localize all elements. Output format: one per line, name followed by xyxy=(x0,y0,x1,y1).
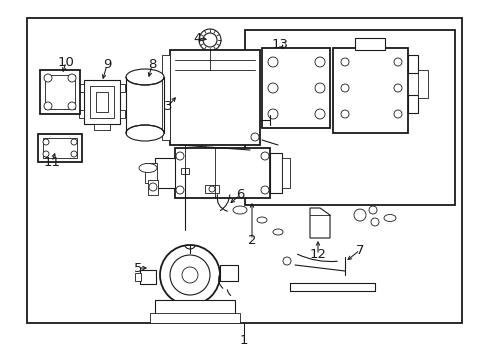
Text: 11: 11 xyxy=(43,156,61,168)
Bar xyxy=(170,50,260,145)
Circle shape xyxy=(43,139,49,145)
Bar xyxy=(244,30,454,205)
Circle shape xyxy=(267,57,278,67)
Circle shape xyxy=(261,186,268,194)
Circle shape xyxy=(267,83,278,93)
Text: 13: 13 xyxy=(271,37,288,50)
Circle shape xyxy=(340,84,348,92)
Bar xyxy=(27,18,461,323)
Bar xyxy=(145,163,157,183)
Circle shape xyxy=(68,74,76,82)
Bar xyxy=(407,95,417,113)
Circle shape xyxy=(267,109,278,119)
Text: 1: 1 xyxy=(239,333,248,346)
Circle shape xyxy=(393,58,401,66)
Circle shape xyxy=(68,102,76,110)
Bar xyxy=(140,270,156,284)
Bar xyxy=(148,180,158,195)
Ellipse shape xyxy=(126,69,163,85)
Ellipse shape xyxy=(232,206,246,214)
Ellipse shape xyxy=(272,229,283,235)
Text: 10: 10 xyxy=(58,55,74,68)
Circle shape xyxy=(199,29,221,51)
Circle shape xyxy=(203,33,217,47)
Circle shape xyxy=(250,133,259,141)
Circle shape xyxy=(71,151,77,157)
Bar xyxy=(262,48,329,128)
Bar xyxy=(43,138,77,158)
Bar xyxy=(155,300,235,318)
Bar xyxy=(162,55,170,140)
Circle shape xyxy=(353,209,365,221)
Text: 2: 2 xyxy=(247,234,256,247)
Circle shape xyxy=(314,83,325,93)
Bar xyxy=(184,145,204,153)
Bar xyxy=(175,148,269,198)
Bar xyxy=(220,265,238,281)
Text: 9: 9 xyxy=(102,58,111,72)
Circle shape xyxy=(340,110,348,118)
Text: 8: 8 xyxy=(147,58,156,72)
Circle shape xyxy=(149,183,157,191)
Circle shape xyxy=(261,152,268,160)
Bar xyxy=(84,80,120,124)
Text: 3: 3 xyxy=(163,99,172,112)
Circle shape xyxy=(160,245,220,305)
Circle shape xyxy=(71,139,77,145)
Bar xyxy=(40,70,80,114)
Bar xyxy=(155,158,175,188)
Circle shape xyxy=(368,206,376,214)
Bar xyxy=(120,84,125,92)
Bar xyxy=(94,124,110,130)
Bar xyxy=(150,313,240,323)
Text: 6: 6 xyxy=(235,189,244,202)
Circle shape xyxy=(176,186,183,194)
Text: 7: 7 xyxy=(355,243,364,256)
Bar xyxy=(120,110,125,118)
Bar xyxy=(332,48,407,133)
Text: 5: 5 xyxy=(134,261,142,274)
Bar xyxy=(96,92,108,112)
Bar xyxy=(269,153,282,193)
Ellipse shape xyxy=(383,215,395,221)
Bar xyxy=(204,185,219,193)
Ellipse shape xyxy=(257,217,266,223)
Circle shape xyxy=(370,218,378,226)
Text: 12: 12 xyxy=(309,248,326,261)
Bar xyxy=(407,55,417,73)
Circle shape xyxy=(393,110,401,118)
Bar xyxy=(135,273,141,281)
Text: 4: 4 xyxy=(193,31,202,45)
Circle shape xyxy=(283,257,290,265)
Ellipse shape xyxy=(139,163,157,172)
Bar xyxy=(38,134,82,162)
Bar xyxy=(79,110,84,118)
Circle shape xyxy=(176,152,183,160)
Circle shape xyxy=(170,255,209,295)
Circle shape xyxy=(314,57,325,67)
Circle shape xyxy=(182,267,198,283)
Circle shape xyxy=(43,151,49,157)
Circle shape xyxy=(208,186,215,192)
Polygon shape xyxy=(309,208,329,238)
Bar xyxy=(417,70,427,98)
Bar xyxy=(354,38,384,50)
Circle shape xyxy=(314,109,325,119)
Circle shape xyxy=(340,58,348,66)
Ellipse shape xyxy=(126,125,163,141)
Bar xyxy=(181,168,189,174)
Bar xyxy=(90,86,114,118)
Bar xyxy=(79,84,84,92)
Circle shape xyxy=(44,74,52,82)
Circle shape xyxy=(393,84,401,92)
Circle shape xyxy=(44,102,52,110)
Bar xyxy=(45,75,75,109)
Bar xyxy=(282,158,289,188)
